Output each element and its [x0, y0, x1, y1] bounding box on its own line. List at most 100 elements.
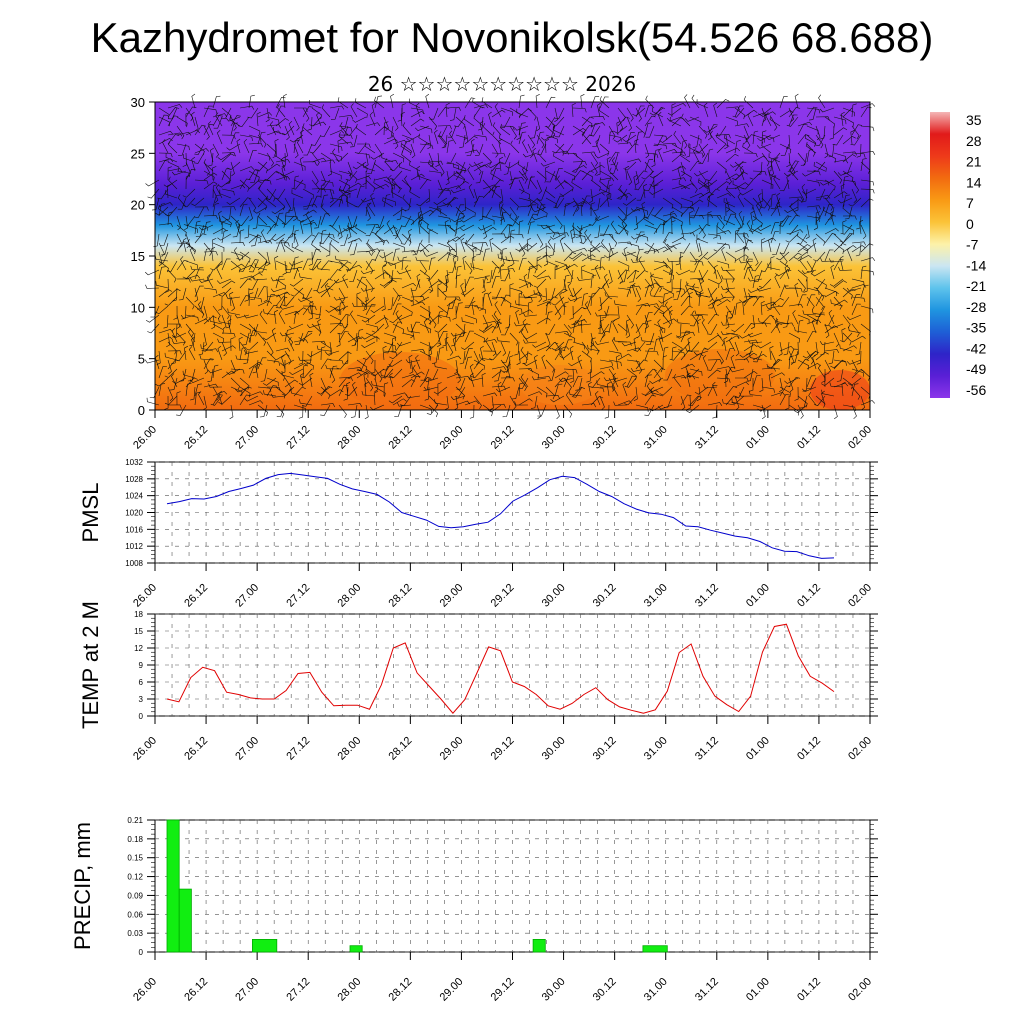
precip-ytick-label: 0	[139, 948, 144, 957]
colorbar-label: 14	[966, 174, 982, 190]
colorbar-label: 21	[966, 154, 982, 170]
pmsl-xtick-label: 01.12	[795, 582, 823, 610]
cross-section-xtick-label: 31.12	[693, 424, 721, 452]
precip-xtick-label: 28.12	[387, 976, 415, 1004]
temp2m-ytick-label: 6	[139, 678, 144, 687]
cross-section-ytick-label: 20	[131, 198, 145, 213]
precip-bar-5	[642, 945, 668, 953]
precip-xtick-label: 26.00	[131, 976, 159, 1004]
precip-ytick-label: 0.18	[127, 835, 143, 844]
temp2m-ytick-label: 18	[134, 610, 143, 619]
colorbar-label: 28	[966, 133, 982, 149]
temp2m-xtick-label: 01.00	[744, 735, 772, 763]
colorbar-label: 0	[966, 216, 974, 232]
temp2m-xtick-label: 31.00	[642, 735, 670, 763]
cross-section-xtick-label: 01.12	[795, 424, 823, 452]
pmsl-xtick-label: 28.12	[387, 582, 415, 610]
precip-ytick-label: 0.15	[127, 854, 143, 863]
precip-xtick-label: 31.00	[642, 976, 670, 1004]
precip-xtick-label: 27.12	[284, 976, 312, 1004]
cross-section-xtick-label: 29.12	[489, 424, 517, 452]
pmsl-xtick-label: 01.00	[744, 582, 772, 610]
pmsl-xtick-label: 29.00	[438, 582, 466, 610]
cross-section-xtick-label: 28.12	[387, 424, 415, 452]
colorbar-label: 35	[966, 112, 982, 128]
precip-bar-0	[166, 819, 180, 953]
warm-region-1	[520, 365, 600, 405]
precip-ytick-label: 0.21	[127, 816, 143, 825]
precip-xtick-label: 29.12	[489, 976, 517, 1004]
temp2m-ytick-label: 12	[134, 644, 143, 653]
cross-section-ytick-label: 10	[131, 300, 145, 315]
pmsl-ytick-label: 1020	[125, 509, 143, 518]
cross-section-xtick-label: 26.00	[131, 424, 159, 452]
pmsl-ytick-label: 1012	[125, 542, 143, 551]
temp2m-xtick-label: 29.00	[438, 735, 466, 763]
temp2m-xtick-label: 27.12	[284, 735, 312, 763]
cross-section-xtick-label: 02.00	[846, 424, 874, 452]
pmsl-grid	[155, 461, 870, 564]
temp2m-xtick-label: 01.12	[795, 735, 823, 763]
pmsl-ytick-label: 1016	[125, 525, 143, 534]
precip-ytick-label: 0.12	[127, 873, 143, 882]
cross-section-ytick-label: 0	[138, 403, 145, 418]
precip-grid	[155, 819, 870, 953]
temp2m-xtick-label: 26.00	[131, 735, 159, 763]
temp2m-ytick-label: 9	[139, 661, 144, 670]
temp2m-xtick-label: 30.12	[591, 735, 619, 763]
pmsl-series-line	[166, 472, 835, 559]
warm-region-2	[665, 349, 775, 401]
colorbar-label: -42	[966, 340, 986, 356]
precip-xtick-label: 26.12	[182, 976, 210, 1004]
temp2m-xtick-label: 31.12	[693, 735, 721, 763]
temp2m-xtick-label: 29.12	[489, 735, 517, 763]
pmsl-ytick-label: 1008	[125, 559, 143, 568]
pmsl-xtick-label: 26.00	[131, 582, 159, 610]
precip-xtick-label: 30.12	[591, 976, 619, 1004]
precip-xtick-label: 27.00	[233, 976, 261, 1004]
colorbar	[930, 112, 950, 398]
warm-region-0	[340, 352, 460, 408]
precip-xtick-label: 01.00	[744, 976, 772, 1004]
precip-xtick-label: 28.00	[335, 976, 363, 1004]
temp2m-xtick-label: 28.00	[335, 735, 363, 763]
pmsl-ylabel: PMSL	[78, 483, 103, 543]
colorbar-label: -56	[966, 382, 986, 398]
temp2m-ytick-label: 15	[134, 627, 143, 636]
temp2m-grid	[155, 613, 870, 717]
precip-ylabel: PRECIP, mm	[70, 822, 95, 950]
colorbar-label: -28	[966, 299, 986, 315]
cross-section-xtick-label: 27.12	[284, 424, 312, 452]
cross-section-ytick-label: 5	[138, 352, 145, 367]
temp2m-ytick-label: 0	[139, 712, 144, 721]
pmsl-xtick-label: 27.12	[284, 582, 312, 610]
cross-section-xtick-label: 01.00	[744, 424, 772, 452]
temp2m-xtick-label: 28.12	[387, 735, 415, 763]
precip-ytick-label: 0.03	[127, 929, 143, 938]
temp2m-ytick-label: 3	[139, 695, 144, 704]
temp2m-xtick-label: 27.00	[233, 735, 261, 763]
pmsl-ytick-label: 1032	[125, 458, 143, 467]
pmsl-xtick-label: 26.12	[182, 582, 210, 610]
pmsl-xtick-label: 29.12	[489, 582, 517, 610]
wind-barbs	[144, 93, 876, 420]
precip-xtick-label: 02.00	[846, 976, 874, 1004]
cross-section-xtick-label: 26.12	[182, 424, 210, 452]
precip-bar-3	[349, 945, 363, 953]
cross-section-xtick-label: 29.00	[438, 424, 466, 452]
pmsl-xtick-label: 30.00	[540, 582, 568, 610]
cross-section-ytick-label: 30	[131, 95, 145, 110]
cross-section-ytick-label: 15	[131, 249, 145, 264]
precip-xtick-label: 30.00	[540, 976, 568, 1004]
temp2m-xtick-label: 02.00	[846, 735, 874, 763]
colorbar-label: -14	[966, 257, 986, 273]
temp2m-ylabel: TEMP at 2 M	[78, 601, 103, 729]
colorbar-label: -35	[966, 320, 986, 336]
pmsl-xtick-label: 30.12	[591, 582, 619, 610]
pmsl-xtick-label: 31.12	[693, 582, 721, 610]
precip-bar-4	[532, 939, 546, 953]
cross-section-xtick-label: 30.12	[591, 424, 619, 452]
temp2m-xtick-label: 26.12	[182, 735, 210, 763]
temp2m-series-line	[166, 623, 835, 714]
precip-xtick-label: 31.12	[693, 976, 721, 1004]
